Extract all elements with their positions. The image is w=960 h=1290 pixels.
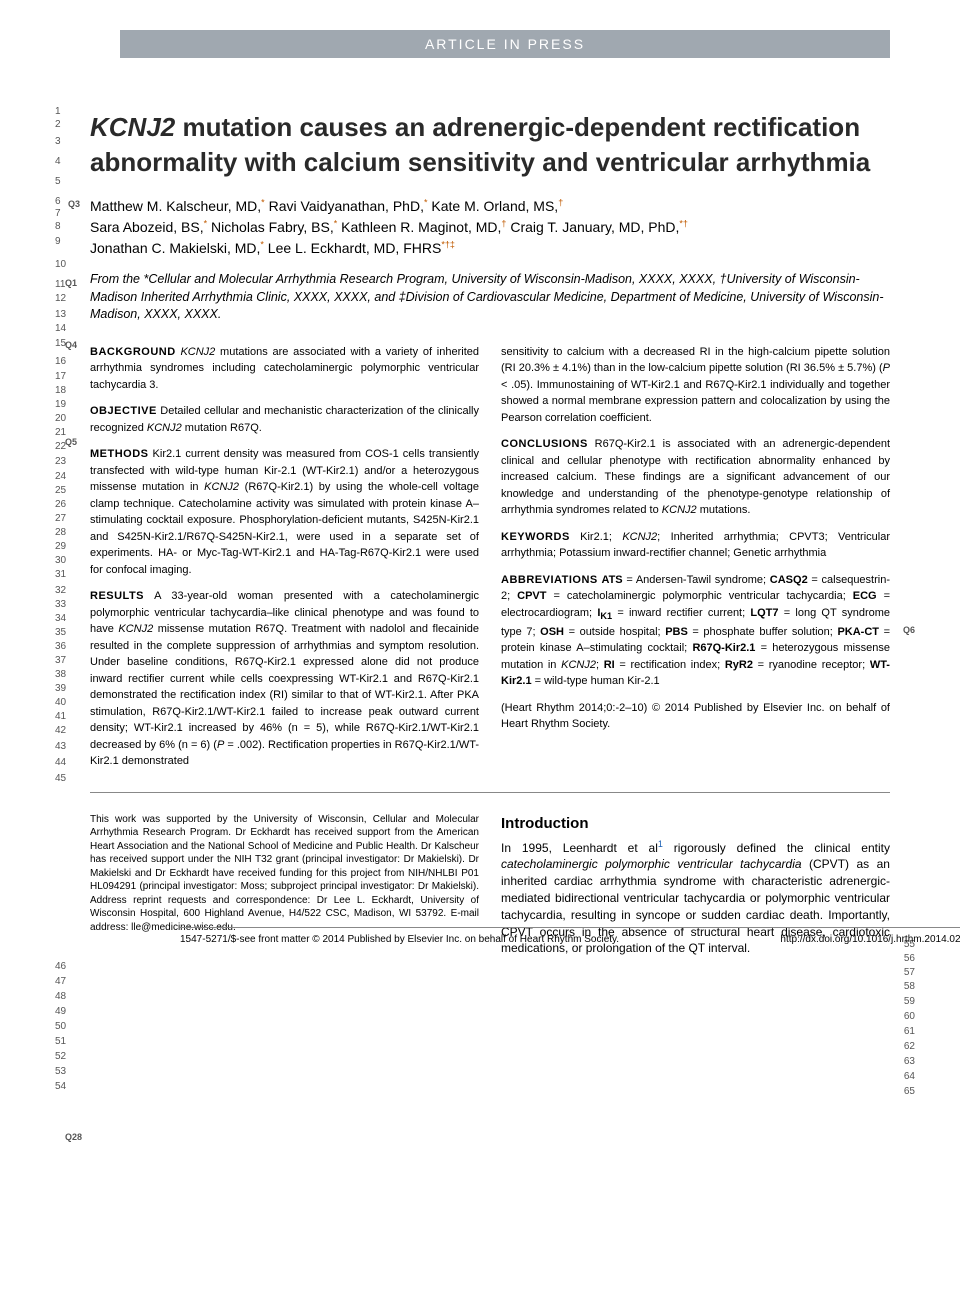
title-gene: KCNJ2 (90, 112, 175, 142)
abstract-paragraph: BACKGROUND KCNJ2 mutations are associate… (90, 344, 479, 394)
query-mark: Q1 (65, 278, 77, 288)
line-number: 49 (55, 1005, 66, 1018)
line-number: 19 (55, 398, 66, 411)
line-number: 5 (55, 175, 61, 188)
author-list: Matthew M. Kalscheur, MD,* Ravi Vaidyana… (90, 196, 890, 259)
line-number: 42 (55, 724, 66, 737)
line-number: 23 (55, 455, 66, 468)
line-number: 38 (55, 668, 66, 681)
intro-heading: Introduction (501, 813, 890, 834)
affiliations: From the *Cellular and Molecular Arrhyth… (90, 271, 890, 324)
line-number: 33 (55, 598, 66, 611)
line-number: 62 (904, 1040, 915, 1053)
funding-text: This work was supported by the Universit… (90, 813, 479, 935)
line-number: 29 (55, 540, 66, 553)
query-mark: Q4 (65, 340, 77, 350)
query-mark: Q3 (68, 199, 80, 209)
abstract-paragraph: (Heart Rhythm 2014;0:-2–10) © 2014 Publi… (501, 700, 890, 733)
line-number: 46 (55, 960, 66, 973)
line-number: 2 (55, 118, 61, 131)
line-number: 63 (904, 1055, 915, 1068)
line-number: 34 (55, 612, 66, 625)
line-number: 41 (55, 710, 66, 723)
line-number: 4 (55, 155, 61, 168)
line-number: 16 (55, 355, 66, 368)
abstract-paragraph: RESULTS A 33-year-old woman presented wi… (90, 588, 479, 770)
line-number: 35 (55, 626, 66, 639)
abstract-paragraph: OBJECTIVE Detailed cellular and mechanis… (90, 403, 479, 436)
line-number: 37 (55, 654, 66, 667)
abstract-paragraph: METHODS Kir2.1 current density was measu… (90, 446, 479, 578)
line-number: 14 (55, 322, 66, 335)
abstract-paragraph: KEYWORDS Kir2.1; KCNJ2; Inherited arrhyt… (501, 529, 890, 562)
line-number: 51 (55, 1035, 66, 1048)
line-number: 31 (55, 568, 66, 581)
line-number: 56 (904, 952, 915, 965)
line-number: 20 (55, 412, 66, 425)
line-number: 36 (55, 640, 66, 653)
line-number: 9 (55, 235, 61, 248)
line-number: 61 (904, 1025, 915, 1038)
line-number: 1 (55, 105, 61, 118)
line-number: 58 (904, 980, 915, 993)
line-number: 30 (55, 554, 66, 567)
line-number: 18 (55, 384, 66, 397)
line-number: 53 (55, 1065, 66, 1078)
line-number: 60 (904, 1010, 915, 1023)
line-number: 11 (55, 278, 65, 291)
line-number: 48 (55, 990, 66, 1003)
line-number: 32 (55, 584, 66, 597)
line-number: 45 (55, 772, 66, 785)
line-number: 59 (904, 995, 915, 1008)
line-number: 25 (55, 484, 66, 497)
line-number: 7 (55, 207, 61, 220)
line-number: 43 (55, 740, 66, 753)
line-number: 39 (55, 682, 66, 695)
line-number: 65 (904, 1085, 915, 1098)
line-number: 57 (904, 966, 915, 979)
query-mark: Q6 (903, 625, 915, 635)
line-number: 26 (55, 498, 66, 511)
line-number: 28 (55, 526, 66, 539)
article-title: KCNJ2 mutation causes an adrenergic-depe… (90, 110, 890, 180)
line-number: 64 (904, 1070, 915, 1083)
query-mark: Q5 (65, 437, 77, 447)
abstract-right-col: sensitivity to calcium with a decreased … (501, 344, 890, 780)
line-number: 47 (55, 975, 66, 988)
abstract-left-col: BACKGROUND KCNJ2 mutations are associate… (90, 344, 479, 780)
line-number: 8 (55, 220, 61, 233)
query-mark: Q28 (65, 1132, 82, 1142)
abstract-block: BACKGROUND KCNJ2 mutations are associate… (90, 344, 890, 793)
line-number: 50 (55, 1020, 66, 1033)
line-number: 44 (55, 756, 66, 769)
footer-doi: http://dx.doi.org/10.1016/j.hrthm.2014.0… (780, 934, 960, 945)
line-number: 27 (55, 512, 66, 525)
abstract-paragraph: CONCLUSIONS R67Q-Kir2.1 is associated wi… (501, 436, 890, 519)
line-number: 24 (55, 470, 66, 483)
abstract-paragraph: sensitivity to calcium with a decreased … (501, 344, 890, 427)
line-number: 3 (55, 135, 61, 148)
line-number: 52 (55, 1050, 66, 1063)
abstract-paragraph: ABBREVIATIONS ATS = Andersen-Tawil syndr… (501, 572, 890, 690)
line-number: 12 (55, 292, 66, 305)
line-number: 13 (55, 308, 66, 321)
line-number: 17 (55, 370, 66, 383)
line-number: 54 (55, 1080, 66, 1093)
page-footer: 1547-5271/$-see front matter © 2014 Publ… (180, 927, 960, 945)
line-number: 10 (55, 258, 66, 271)
line-number: 40 (55, 696, 66, 709)
title-rest: mutation causes an adrenergic-dependent … (90, 112, 870, 177)
article-in-press-banner: ARTICLE IN PRESS (120, 30, 890, 58)
footer-copyright: 1547-5271/$-see front matter © 2014 Publ… (180, 934, 619, 945)
